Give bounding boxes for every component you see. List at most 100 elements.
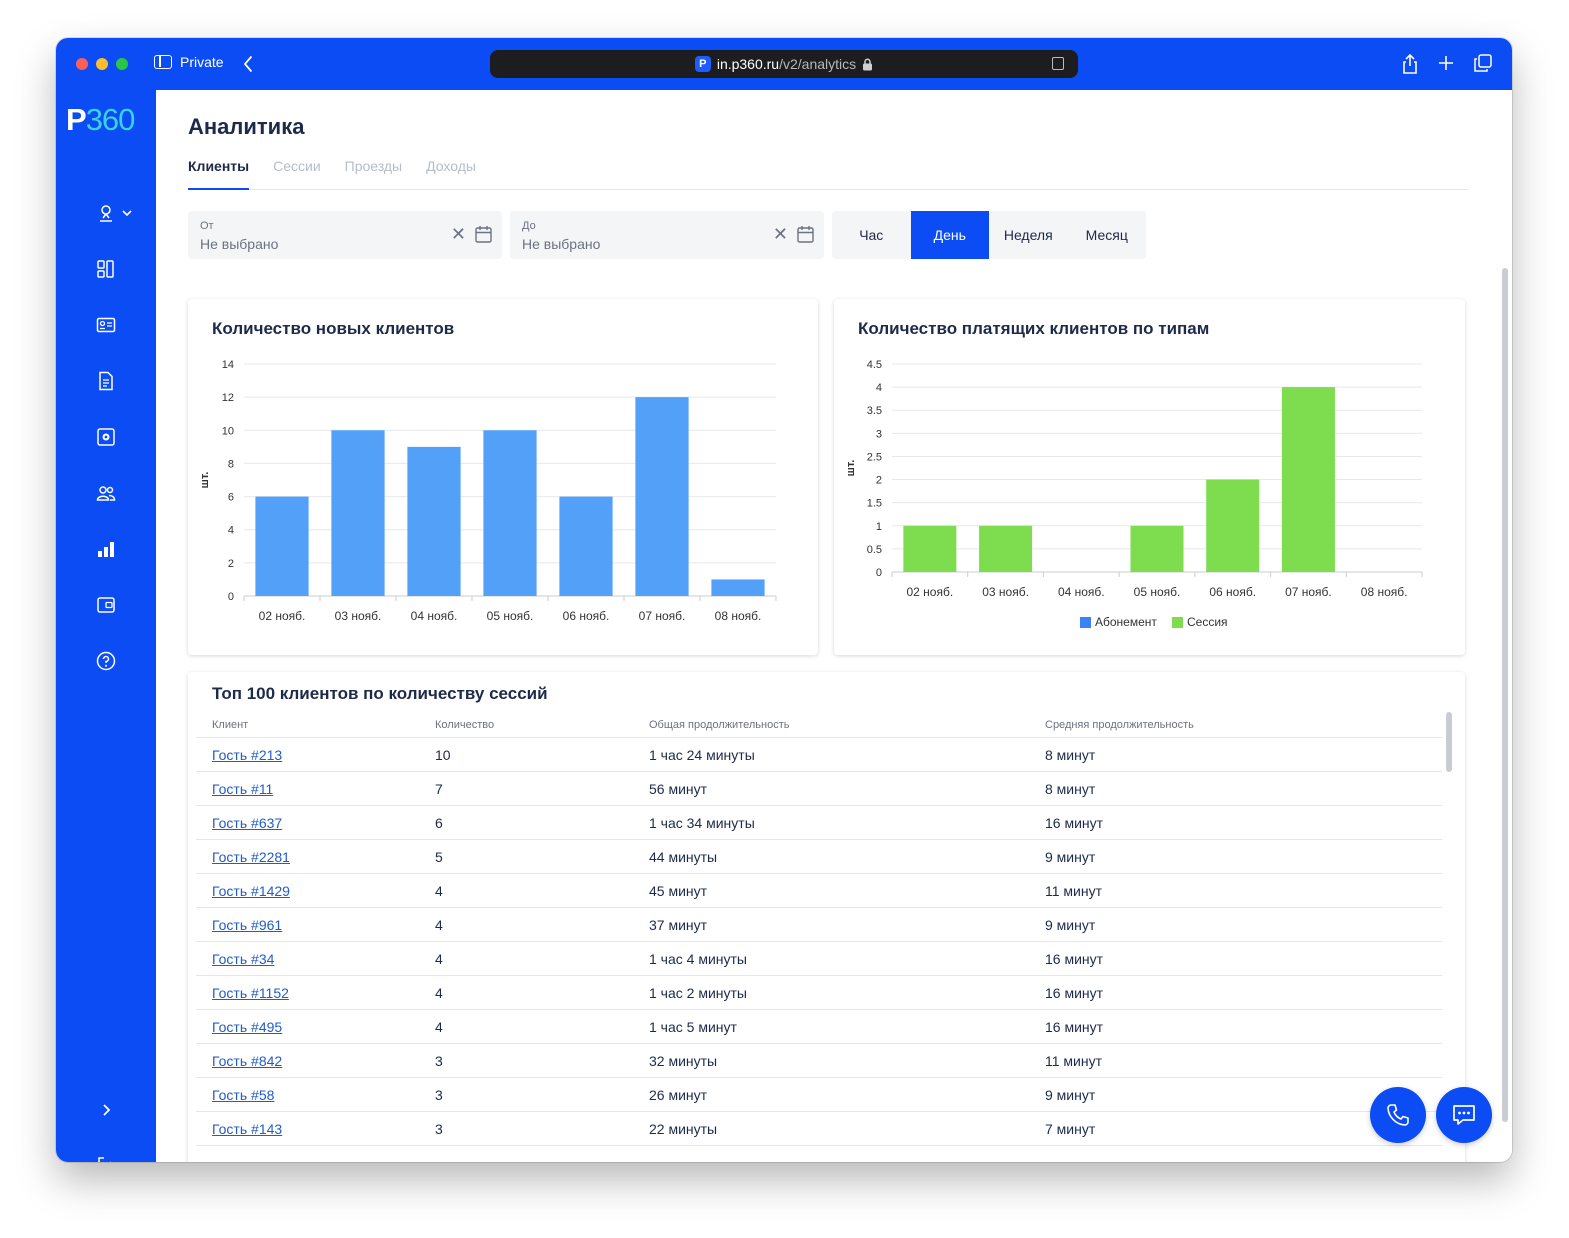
bar[interactable] <box>255 496 309 596</box>
sidebar-item-documents[interactable] <box>96 371 116 391</box>
table-row: Гость #495 4 1 час 5 минут 16 минут <box>196 1010 1442 1044</box>
date-from-field[interactable]: От Не выбрано ✕ <box>188 211 502 259</box>
sidebar-expand-button[interactable] <box>96 1100 116 1120</box>
count-cell: 4 <box>435 882 443 899</box>
sidebar-item-parking-select[interactable] <box>94 203 136 223</box>
client-link[interactable]: Гость #842 <box>212 1052 283 1069</box>
logo-number: 360 <box>85 102 136 137</box>
logo-letter: P <box>66 102 87 137</box>
bar[interactable] <box>1130 525 1184 572</box>
address-bar[interactable]: P in.p360.ru/v2/analytics <box>490 50 1078 78</box>
bar[interactable] <box>1206 479 1260 572</box>
chat-button[interactable] <box>1436 1087 1492 1143</box>
share-icon[interactable] <box>1401 53 1419 75</box>
client-link[interactable]: Гость #11 <box>212 780 274 797</box>
sidebar-item-finance[interactable] <box>96 595 116 615</box>
calendar-icon[interactable] <box>475 225 492 243</box>
sidebar-item-help[interactable] <box>96 651 116 671</box>
y-tick-label: 3.5 <box>867 405 882 417</box>
total-duration-cell: 37 минут <box>649 916 708 933</box>
table-title: Топ 100 клиентов по количеству сессий <box>212 684 548 703</box>
y-axis-label: шт. <box>199 472 211 489</box>
y-tick-label: 2 <box>876 475 882 487</box>
chart-title: Количество платящих клиентов по типам <box>858 319 1210 338</box>
avg-duration-cell: 9 минут <box>1045 916 1096 933</box>
sidebar-item-passes[interactable] <box>96 315 116 335</box>
bar[interactable] <box>635 397 689 596</box>
client-link[interactable]: Гость #961 <box>212 916 283 933</box>
client-link[interactable]: Гость #213 <box>212 746 283 763</box>
bar[interactable] <box>979 525 1033 572</box>
bar[interactable] <box>483 430 537 596</box>
table-scrollbar[interactable] <box>1446 712 1452 772</box>
x-tick-label: 06 нояб. <box>563 609 610 623</box>
analytics-icon <box>98 542 114 557</box>
x-tick-label: 03 нояб. <box>982 585 1029 599</box>
avg-duration-cell: 9 минут <box>1045 848 1096 865</box>
tab-sessions[interactable]: Сессии <box>273 158 321 174</box>
tab-clients[interactable]: Клиенты <box>188 158 250 190</box>
clear-icon[interactable]: ✕ <box>450 224 466 244</box>
user-location-icon <box>100 205 112 222</box>
client-link[interactable]: Гость #1429 <box>212 882 290 899</box>
client-link[interactable]: Гость #143 <box>212 1120 283 1137</box>
tab-income[interactable]: Доходы <box>426 158 476 174</box>
client-link[interactable]: Гость #637 <box>212 814 283 831</box>
period-month-button[interactable]: Месяц <box>1085 227 1128 243</box>
bar[interactable] <box>711 579 765 596</box>
client-link[interactable]: Гость #2281 <box>212 848 290 865</box>
column-header-client[interactable]: Клиент <box>212 718 249 731</box>
bar[interactable] <box>331 430 385 596</box>
tab-rides[interactable]: Проезды <box>344 158 403 174</box>
period-day-button[interactable]: День <box>910 211 989 259</box>
sidebar-item-clients[interactable] <box>96 483 116 503</box>
client-link[interactable]: Гость #34 <box>212 950 275 967</box>
client-cell: Гость #1152 <box>196 985 435 1001</box>
column-header-count[interactable]: Количество <box>435 718 495 731</box>
bar[interactable] <box>559 496 613 596</box>
app-logo[interactable]: P360 <box>66 102 136 138</box>
column-header-avg-duration[interactable]: Средняя продолжительность <box>1045 718 1194 731</box>
x-tick-label: 05 нояб. <box>1134 585 1181 599</box>
column-header-total-duration[interactable]: Общая продолжительность <box>649 718 790 731</box>
sidebar-item-dashboard[interactable] <box>96 259 116 279</box>
count-cell: 7 <box>435 780 443 797</box>
reader-icon[interactable] <box>1052 57 1064 70</box>
y-tick-label: 0.5 <box>867 544 882 556</box>
sidebar-item-settings[interactable] <box>96 427 116 447</box>
table-header: Клиент Количество Общая продолжительност… <box>196 712 1442 738</box>
minimize-window-button[interactable] <box>96 58 108 70</box>
bar[interactable] <box>903 525 957 572</box>
logout-button[interactable] <box>96 1156 116 1162</box>
sidebar-item-analytics[interactable] <box>96 539 116 559</box>
bar[interactable] <box>1281 387 1335 572</box>
users-icon <box>96 486 116 501</box>
x-tick-label: 02 нояб. <box>907 585 954 599</box>
legend-label[interactable]: Абонемент <box>1095 615 1157 629</box>
y-tick-label: 0 <box>876 567 882 579</box>
tabs-overview-icon[interactable] <box>1474 54 1492 72</box>
client-link[interactable]: Гость #495 <box>212 1018 283 1035</box>
total-duration-cell: 56 минут <box>649 780 708 797</box>
y-tick-label: 3 <box>876 428 882 440</box>
bar[interactable] <box>407 446 461 596</box>
calendar-icon[interactable] <box>797 225 814 243</box>
close-window-button[interactable] <box>76 58 88 70</box>
legend-label[interactable]: Сессия <box>1187 615 1228 629</box>
client-link[interactable]: Гость #1152 <box>212 984 289 1001</box>
clear-icon[interactable]: ✕ <box>772 224 788 244</box>
page-scrollbar[interactable] <box>1502 268 1508 1122</box>
date-to-field[interactable]: До Не выбрано ✕ <box>510 211 824 259</box>
table-row: Гость #1429 4 45 минут 11 минут <box>196 874 1442 908</box>
client-link[interactable]: Гость #58 <box>212 1086 275 1103</box>
back-icon[interactable] <box>242 55 254 73</box>
new-tab-icon[interactable] <box>1438 55 1454 71</box>
browser-window: Private P in.p360.ru/v2/analytics P360 <box>56 38 1512 1162</box>
period-hour-button[interactable]: Час <box>859 227 884 243</box>
call-button[interactable] <box>1370 1087 1426 1143</box>
client-cell: Гость #842 <box>196 1053 435 1069</box>
legend-swatch <box>1172 617 1183 628</box>
period-week-button[interactable]: Неделя <box>1003 227 1053 243</box>
private-tab-indicator[interactable]: Private <box>154 54 224 70</box>
zoom-window-button[interactable] <box>116 58 128 70</box>
